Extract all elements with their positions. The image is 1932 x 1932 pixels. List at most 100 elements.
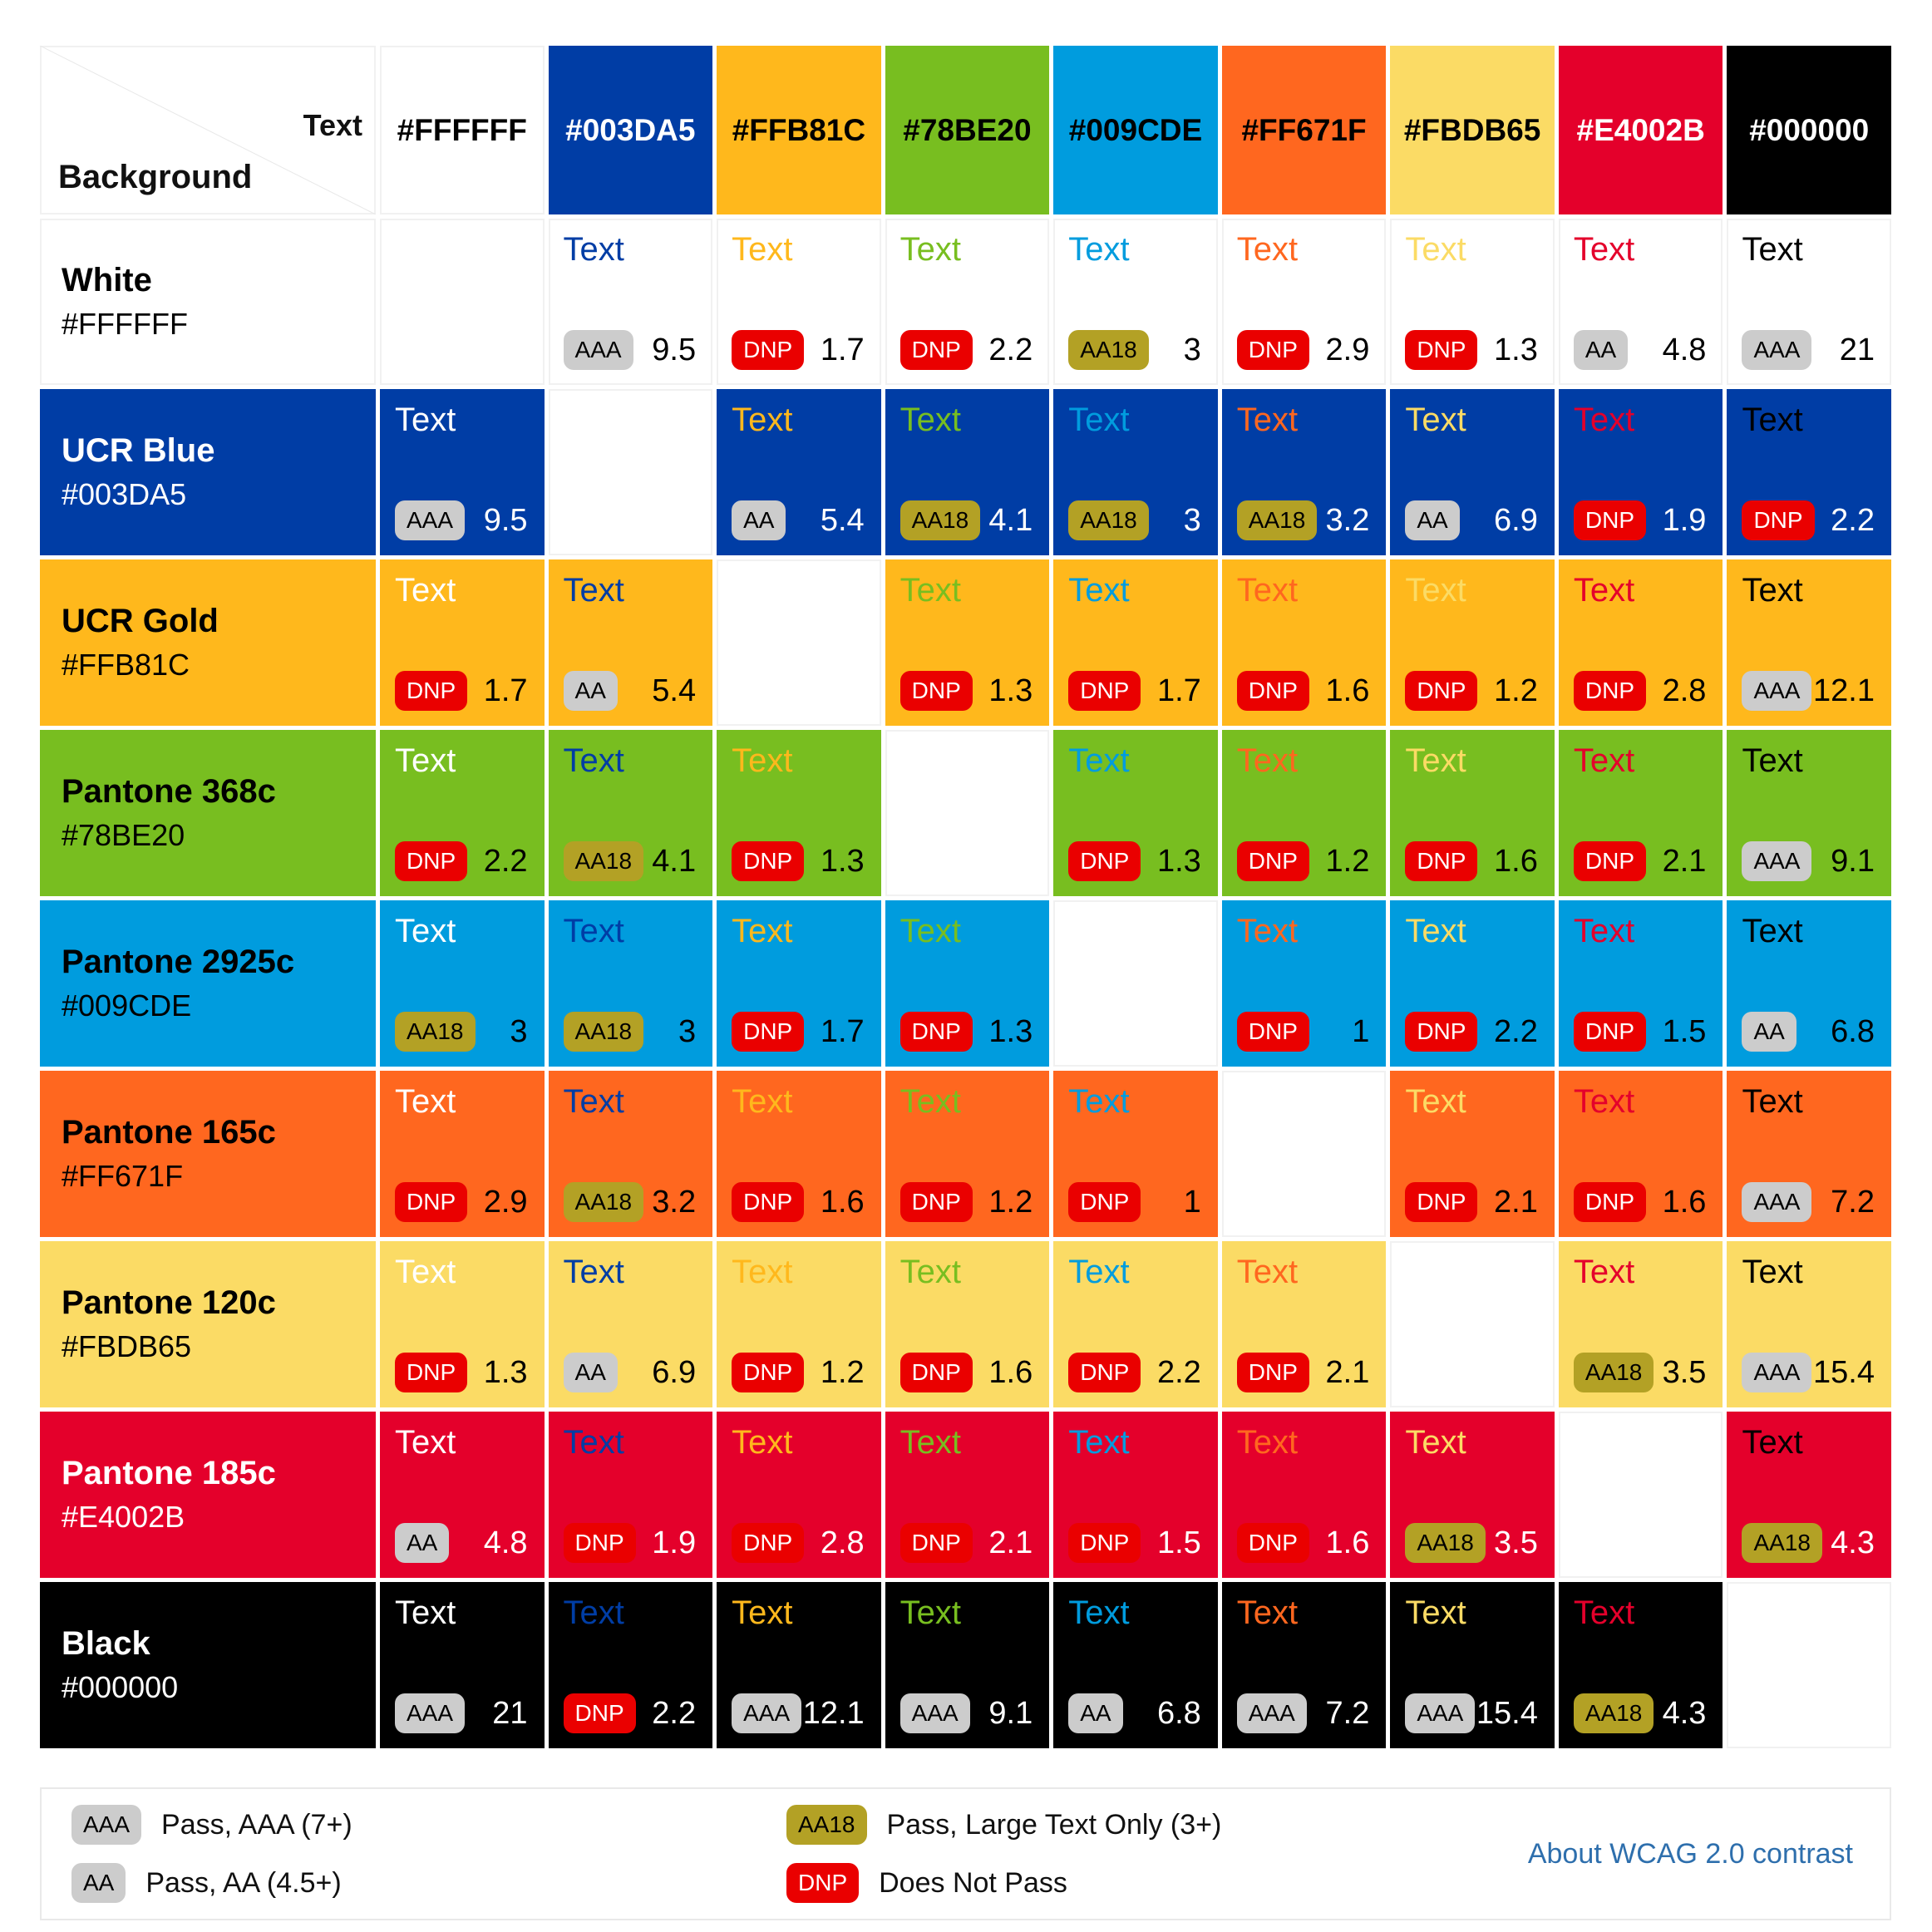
sample-text: Text	[899, 572, 962, 609]
sample-text: Text	[1573, 1083, 1635, 1120]
sample-text: Text	[1405, 402, 1466, 438]
cell-bg-ucr-gold-text-pantone-368c: Text DNP 1.3	[885, 559, 1050, 726]
badge-dnp: DNP	[395, 671, 468, 711]
cell-result: AA 6.8	[1068, 1693, 1201, 1733]
sample-text: Text	[1236, 572, 1299, 609]
cell-bg-pantone-120c-text-black: Text AAA 15.4	[1727, 1241, 1891, 1407]
badge-dnp: DNP	[1573, 1012, 1646, 1052]
sample-text: Text	[395, 913, 456, 949]
cell-result: DNP 2.8	[1573, 671, 1706, 711]
row-header-hex: #000000	[62, 1670, 179, 1705]
contrast-ratio: 3.2	[1325, 502, 1370, 538]
cell-result: AAA 21	[1742, 330, 1875, 370]
wcag-link[interactable]: About WCAG 2.0 contrast	[1527, 1837, 1853, 1870]
legend-item-aa: AA Pass, AA (4.5+)	[71, 1863, 786, 1903]
contrast-ratio: 1.7	[820, 1013, 865, 1049]
row-header-name: Pantone 2925c	[62, 944, 295, 981]
contrast-ratio: 1.3	[988, 673, 1033, 708]
column-header-label: #000000	[1749, 112, 1870, 147]
cell-bg-pantone-185c-text-pantone-120c: Text AA18 3.5	[1390, 1412, 1555, 1578]
cell-result: AA 6.9	[563, 1353, 697, 1392]
cell-bg-ucr-gold-text-pantone-165c: Text DNP 1.6	[1221, 559, 1387, 726]
cell-result: AAA 9.1	[899, 1693, 1033, 1733]
cell-bg-pantone-120c-text-white: Text DNP 1.3	[380, 1241, 545, 1407]
column-header-white: #FFFFFF	[380, 46, 545, 214]
legend-group-other: AA18 Pass, Large Text Only (3+) DNP Does No…	[786, 1805, 1221, 1903]
contrast-ratio: 5.4	[652, 673, 697, 708]
cell-bg-pantone-165c-text-ucr-gold: Text DNP 1.6	[717, 1071, 881, 1237]
sample-text: Text	[1236, 1594, 1299, 1631]
badge-aaa: AAA	[1742, 671, 1812, 711]
badge-aa18: AA18	[395, 1012, 476, 1052]
row-header-name: UCR Blue	[62, 432, 215, 470]
cell-bg-pantone-368c-text-pantone-2925c: Text DNP 1.3	[1053, 730, 1218, 896]
badge-aaa: AAA	[1742, 330, 1812, 370]
badge-aa: AA	[1573, 330, 1629, 370]
row-header-name: White	[62, 262, 152, 299]
cell-bg-black-text-ucr-blue: Text DNP 2.2	[548, 1582, 713, 1748]
contrast-ratio: 1.6	[1494, 843, 1538, 879]
cell-result: AA18 4.1	[563, 841, 696, 881]
legend-group-pass: AAA Pass, AAA (7+) AA Pass, AA (4.5+)	[71, 1805, 786, 1903]
cell-bg-pantone-120c-text-ucr-gold: Text DNP 1.2	[717, 1241, 881, 1407]
contrast-ratio: 2.8	[820, 1525, 865, 1560]
cell-bg-pantone-120c-text-pantone-165c: Text DNP 2.1	[1221, 1241, 1387, 1407]
badge-dnp: DNP	[1068, 671, 1141, 711]
contrast-ratio: 3	[510, 1013, 528, 1049]
cell-result: AAA 9.5	[563, 330, 696, 370]
badge-aa: AA	[395, 1523, 450, 1563]
badge-dnp: DNP	[732, 1353, 805, 1392]
cell-result: DNP 2.2	[563, 1693, 696, 1733]
badge-aa: AA	[1405, 500, 1460, 540]
contrast-ratio: 1.6	[1662, 1184, 1707, 1220]
column-header-ucr-blue: #003DA5	[548, 46, 713, 214]
cell-bg-pantone-185c-text-pantone-2925c: Text DNP 1.5	[1053, 1412, 1218, 1578]
sample-text: Text	[395, 572, 456, 609]
cell-result: DNP 2.9	[395, 1182, 528, 1222]
sample-text: Text	[1573, 231, 1635, 268]
badge-dnp: DNP	[1573, 1182, 1646, 1222]
contrast-ratio: 1.2	[1494, 673, 1538, 708]
row-header-name: Pantone 185c	[62, 1455, 276, 1492]
badge-aa18: AA18	[563, 1012, 644, 1052]
sample-text: Text	[732, 1083, 793, 1120]
contrast-ratio: 4.8	[483, 1525, 528, 1560]
cell-bg-black-text-white: Text AAA 21	[380, 1582, 545, 1748]
sample-text: Text	[1236, 913, 1299, 949]
cell-result: AA18 3	[1068, 500, 1201, 540]
cell-result: AAA 7.2	[1236, 1693, 1369, 1733]
cell-bg-black-text-pantone-165c: Text AAA 7.2	[1221, 1582, 1387, 1748]
contrast-matrix: Text Background #FFFFFF #003DA5 #FFB81C #78…	[40, 46, 1891, 1748]
row-header-hex: #003DA5	[62, 477, 187, 512]
cell-result: DNP 1.9	[563, 1523, 696, 1563]
cell-bg-pantone-185c-text-black: Text AA18 4.3	[1727, 1412, 1891, 1578]
column-header-label: #FFB81C	[732, 112, 866, 147]
cell-result: AA18 3.5	[1573, 1353, 1706, 1392]
contrast-ratio: 6.9	[652, 1354, 697, 1390]
column-header-label: #FBDB65	[1403, 112, 1541, 147]
badge-aaa: AAA	[395, 1693, 466, 1733]
badge-dnp: DNP	[1236, 1353, 1309, 1392]
contrast-ratio: 4.3	[1662, 1695, 1707, 1731]
legend-badge-dnp: DNP	[786, 1863, 860, 1903]
sample-text: Text	[1573, 1254, 1635, 1290]
badge-dnp: DNP	[395, 841, 468, 881]
cell-result: AA 5.4	[563, 671, 697, 711]
badge-dnp: DNP	[1236, 671, 1309, 711]
contrast-ratio: 1.2	[988, 1184, 1033, 1220]
badge-dnp: DNP	[1405, 1182, 1478, 1222]
cell-bg-pantone-2925c-text-ucr-gold: Text DNP 1.7	[717, 900, 881, 1067]
contrast-ratio: 21	[1839, 332, 1875, 367]
badge-dnp: DNP	[395, 1353, 468, 1392]
cell-bg-white-text-ucr-blue: Text AAA 9.5	[548, 219, 713, 385]
badge-aaa: AAA	[395, 500, 466, 540]
contrast-ratio: 4.3	[1831, 1525, 1875, 1560]
cell-bg-ucr-blue-text-pantone-368c: Text AA18 4.1	[885, 389, 1050, 555]
cell-bg-pantone-2925c-text-white: Text AA18 3	[380, 900, 545, 1067]
badge-dnp: DNP	[899, 1012, 973, 1052]
cell-result: AA18 4.1	[899, 500, 1033, 540]
cell-bg-pantone-368c-text-pantone-185c: Text DNP 2.1	[1558, 730, 1723, 896]
sample-text: Text	[563, 1424, 624, 1461]
cell-bg-pantone-2925c-text-pantone-165c: Text DNP 1	[1221, 900, 1387, 1067]
